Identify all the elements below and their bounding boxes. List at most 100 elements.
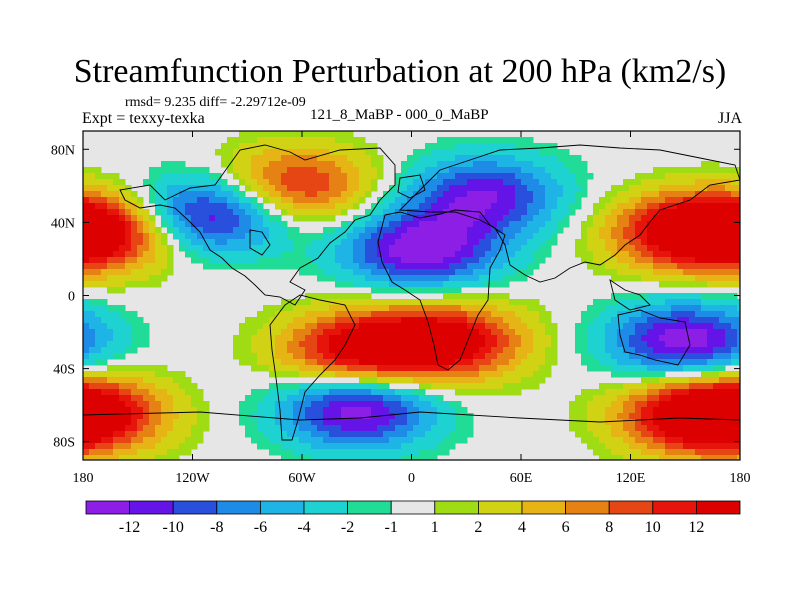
field-cell: [683, 269, 690, 276]
field-cell: [227, 209, 234, 216]
field-cell: [485, 161, 492, 168]
field-cell: [407, 179, 414, 186]
field-cell: [353, 197, 360, 204]
field-cell: [245, 257, 252, 264]
field-cell: [275, 425, 282, 432]
field-cell: [275, 227, 282, 234]
field-cell: [407, 275, 414, 282]
field-cell: [653, 209, 660, 216]
field-cell: [659, 389, 666, 396]
field-cell: [653, 443, 660, 450]
field-cell: [689, 317, 696, 324]
field-cell: [131, 431, 138, 438]
field-cell: [455, 203, 462, 210]
field-cell: [707, 419, 714, 426]
field-cell: [353, 347, 360, 354]
field-cell: [473, 161, 480, 168]
field-cell: [389, 203, 396, 210]
field-cell: [581, 323, 588, 330]
field-cell: [119, 443, 126, 450]
field-cell: [335, 299, 342, 306]
field-cell: [95, 227, 102, 234]
field-cell: [635, 449, 642, 456]
field-cell: [467, 203, 474, 210]
field-cell: [101, 317, 108, 324]
field-cell: [503, 191, 510, 198]
field-cell: [143, 443, 150, 450]
field-cell: [185, 431, 192, 438]
field-cell: [713, 179, 720, 186]
field-cell: [509, 215, 516, 222]
field-cell: [551, 323, 558, 330]
field-cell: [437, 317, 444, 324]
field-cell: [251, 185, 258, 192]
field-cell: [335, 167, 342, 174]
field-cell: [443, 401, 450, 408]
field-cell: [713, 227, 720, 234]
field-cell: [695, 245, 702, 252]
field-cell: [95, 383, 102, 390]
field-cell: [149, 221, 156, 228]
field-cell: [209, 221, 216, 228]
field-cell: [473, 167, 480, 174]
field-cell: [215, 185, 222, 192]
field-cell: [107, 209, 114, 216]
x-tick-label: 180: [73, 471, 94, 486]
field-cell: [425, 155, 432, 162]
field-cell: [365, 185, 372, 192]
field-cell: [407, 401, 414, 408]
field-cell: [473, 209, 480, 216]
field-cell: [695, 173, 702, 180]
field-cell: [341, 419, 348, 426]
field-cell: [365, 389, 372, 396]
field-cell: [299, 365, 306, 372]
field-cell: [497, 275, 504, 282]
field-cell: [299, 179, 306, 186]
field-cell: [125, 377, 132, 384]
field-cell: [317, 419, 324, 426]
field-cell: [689, 191, 696, 198]
field-cell: [443, 269, 450, 276]
field-cell: [251, 131, 258, 138]
field-cell: [641, 311, 648, 318]
field-cell: [269, 431, 276, 438]
field-cell: [281, 365, 288, 372]
field-cell: [671, 323, 678, 330]
field-cell: [317, 209, 324, 216]
field-cell: [179, 419, 186, 426]
field-cell: [431, 347, 438, 354]
field-cell: [731, 305, 738, 312]
field-cell: [611, 269, 618, 276]
field-cell: [509, 239, 516, 246]
field-cell: [413, 221, 420, 228]
field-cell: [119, 377, 126, 384]
field-cell: [701, 347, 708, 354]
field-cell: [173, 419, 180, 426]
field-cell: [491, 155, 498, 162]
field-cell: [299, 215, 306, 222]
colorbar-label: 2: [474, 519, 482, 536]
field-cell: [317, 305, 324, 312]
field-cell: [515, 227, 522, 234]
field-cell: [701, 245, 708, 252]
field-cell: [317, 257, 324, 264]
field-cell: [401, 209, 408, 216]
field-cell: [353, 395, 360, 402]
field-cell: [299, 209, 306, 216]
field-cell: [143, 245, 150, 252]
field-cell: [455, 209, 462, 216]
field-cell: [419, 425, 426, 432]
field-cell: [311, 179, 318, 186]
field-cell: [449, 203, 456, 210]
field-cell: [167, 389, 174, 396]
field-cell: [629, 449, 636, 456]
field-cell: [533, 263, 540, 270]
field-cell: [413, 323, 420, 330]
field-cell: [587, 233, 594, 240]
field-cell: [341, 185, 348, 192]
field-cell: [101, 203, 108, 210]
field-cell: [671, 173, 678, 180]
field-cell: [419, 383, 426, 390]
field-cell: [509, 353, 516, 360]
field-cell: [731, 371, 738, 378]
